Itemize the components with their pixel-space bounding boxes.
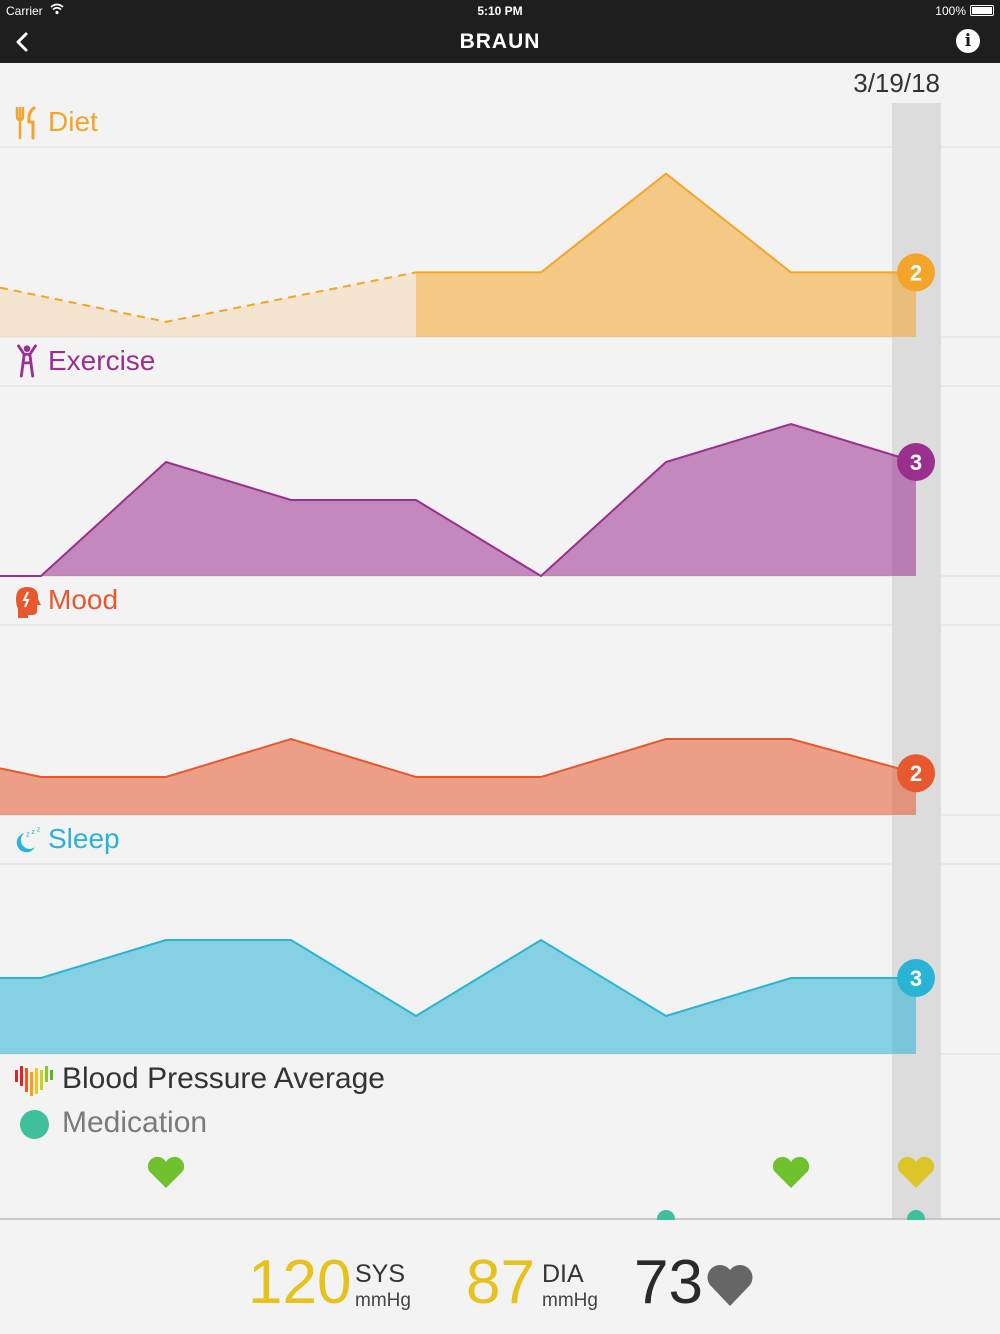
diastolic-label: DIA [542,1260,584,1288]
diet-past-area [0,272,416,337]
svg-text:z: z [26,832,30,839]
section-label-sleep: Sleep [48,823,120,854]
heart-rate-marker[interactable] [147,1156,185,1188]
pulse-value: 73 [634,1248,703,1317]
medication-dot-icon [20,1110,49,1139]
diet-past-line [0,271,417,323]
selected-date: 3/19/18 [853,68,940,98]
svg-text:z: z [37,826,41,833]
exercise-line [0,422,917,578]
reading-summary: 120 SYS mmHg 87 DIA mmHg 73 [0,1220,1000,1334]
medication-marker[interactable] [907,1210,925,1223]
info-icon[interactable]: i [956,29,980,53]
section-label-diet: Diet [48,106,98,137]
medication-label: Medication [62,1106,208,1139]
sleep-current-badge[interactable] [897,959,935,997]
blood-pressure-label: Blood Pressure Average [62,1062,385,1095]
moon-sleep-icon: z z z [16,826,41,853]
blood-pressure-bars-icon [15,1066,53,1096]
exercise-current-badge[interactable] [897,443,935,481]
diet-line [416,172,916,274]
head-mood-icon [16,587,41,618]
sleep-current-value: 3 [910,966,922,991]
brand-logo: BRAUN [459,30,541,53]
diet-current-badge[interactable] [897,253,935,292]
mood-line [0,737,917,778]
tracking-chart: 2 3 2 3 [0,103,1000,1223]
back-chevron-icon[interactable] [8,26,38,58]
person-exercise-icon [17,344,37,378]
navigation-bar: BRAUN i [0,22,1000,63]
mood-current-badge[interactable] [897,754,935,793]
medication-marker[interactable] [657,1210,675,1223]
battery-percent: 100% [935,4,966,18]
section-label-mood: Mood [48,584,119,615]
pulse-heart-icon [707,1265,753,1306]
systolic-value: 120 [248,1248,352,1317]
diet-current-value: 2 [910,260,922,285]
status-bar: Carrier 5:10 PM 100% [0,0,1000,22]
svg-text:z: z [31,829,35,836]
exercise-area [0,424,916,576]
exercise-current-value: 3 [910,450,922,475]
clock-label: 5:10 PM [477,4,523,18]
sleep-line [0,938,916,1018]
diastolic-unit: mmHg [542,1290,598,1311]
wifi-icon [50,3,64,15]
diet-area [416,173,916,337]
section-label-exercise: Exercise [48,345,156,376]
systolic-unit: mmHg [355,1290,411,1311]
heart-rate-marker[interactable] [772,1156,810,1188]
diastolic-value: 87 [466,1248,535,1317]
heart-rate-marker[interactable] [897,1156,935,1188]
systolic-label: SYS [355,1260,406,1288]
sleep-area [0,940,916,1054]
carrier-label: Carrier [6,4,43,18]
fork-knife-icon [15,106,36,140]
battery-icon [970,5,994,16]
mood-current-value: 2 [910,761,922,786]
